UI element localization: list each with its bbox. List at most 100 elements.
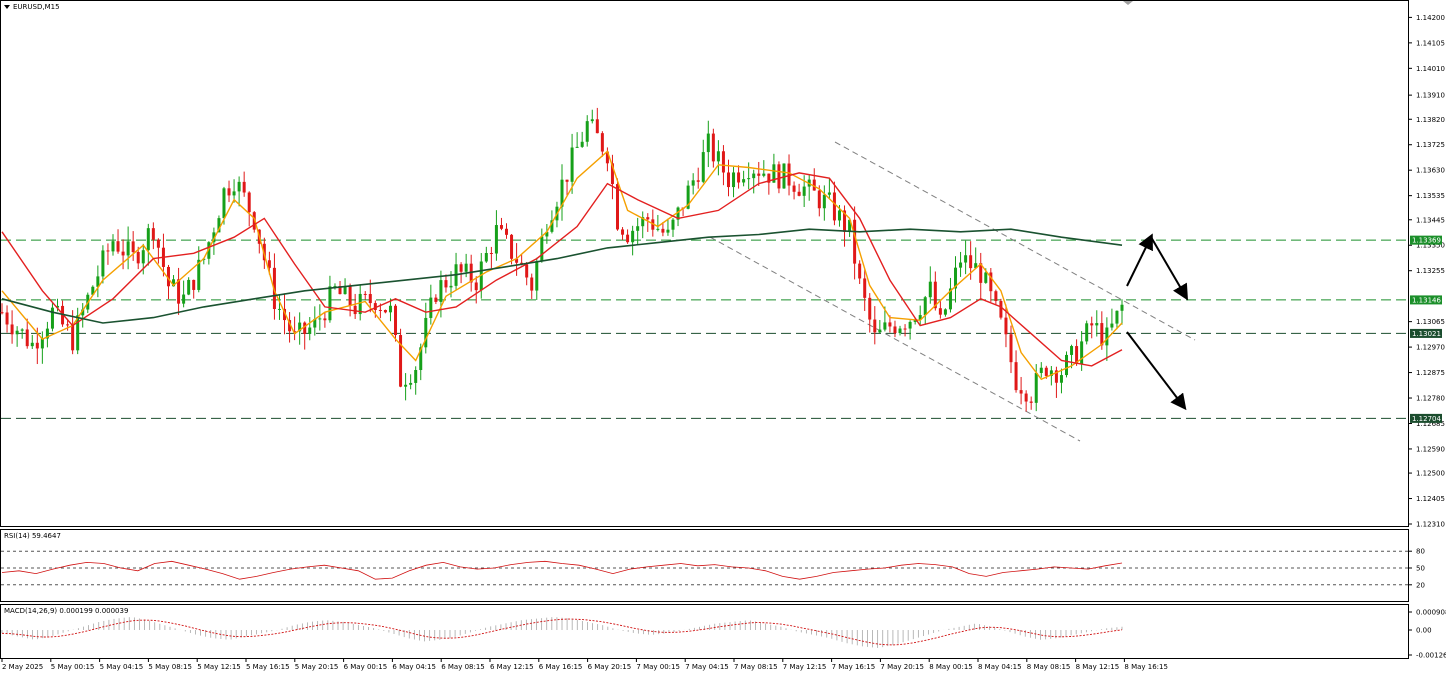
candle-body	[585, 121, 589, 142]
candle	[1024, 390, 1028, 412]
candle-body	[101, 250, 105, 277]
candle	[444, 274, 448, 293]
dropdown-triangle-icon[interactable]	[4, 5, 10, 9]
candle-body	[1115, 310, 1119, 324]
candle-body	[777, 164, 781, 189]
candle-body	[5, 312, 9, 325]
candle	[237, 176, 241, 207]
time-tick-label: 6 May 04:15	[392, 663, 436, 671]
candle	[242, 171, 246, 197]
candle	[525, 261, 529, 286]
candle-body	[136, 252, 140, 264]
candle-body	[323, 318, 327, 321]
candle	[1059, 368, 1063, 394]
candle-body	[535, 261, 539, 291]
candle-body	[903, 328, 907, 330]
time-tick-label: 5 May 04:15	[100, 663, 144, 671]
symbol-title: EURUSD,M15	[13, 3, 60, 11]
candle-body	[409, 382, 413, 385]
time-tick-label: 7 May 08:15	[734, 663, 778, 671]
candle	[388, 298, 392, 322]
candle-body	[232, 191, 236, 196]
candle-body	[388, 305, 392, 313]
candle-body	[908, 321, 912, 329]
candle	[20, 328, 24, 339]
candle	[247, 191, 251, 227]
candle	[923, 295, 927, 325]
candle	[383, 309, 387, 314]
time-tick-label: 6 May 12:15	[490, 663, 534, 671]
candle-body	[298, 322, 302, 332]
candle	[732, 166, 736, 198]
candle-body	[716, 151, 720, 162]
candle-body	[701, 152, 705, 182]
candle-body	[863, 278, 867, 298]
price-tick-label: 1.13445	[1416, 216, 1445, 224]
candle-body	[1070, 346, 1074, 355]
candle-body	[489, 253, 493, 255]
candle	[510, 234, 514, 265]
candle-body	[822, 194, 826, 209]
candle-body	[156, 239, 160, 248]
time-tick-label: 5 May 16:15	[246, 663, 290, 671]
candle	[489, 246, 493, 269]
candle-body	[252, 212, 256, 230]
time-tick-label: 6 May 00:15	[344, 663, 388, 671]
candle-body	[449, 285, 453, 288]
candle-body	[439, 280, 443, 302]
candle-body	[192, 279, 196, 290]
candle-body	[974, 263, 978, 269]
scenario-arrow	[1126, 331, 1187, 411]
candle	[711, 128, 715, 168]
candle-body	[560, 179, 564, 207]
candle	[621, 227, 625, 240]
level-price-tag: 1.13369	[1410, 235, 1442, 245]
candle	[293, 316, 297, 341]
candle-body	[293, 331, 297, 333]
candle	[298, 312, 302, 345]
candle	[822, 185, 826, 221]
time-tick-label: 7 May 00:15	[636, 663, 680, 671]
candle-body	[96, 276, 100, 287]
candle-body	[590, 119, 594, 122]
candle	[187, 277, 191, 296]
candle	[156, 238, 160, 264]
candle-body	[676, 207, 680, 220]
candle	[429, 284, 433, 325]
moving-average-line	[1, 228, 1123, 324]
candle-body	[883, 322, 887, 330]
candle-body	[368, 294, 372, 304]
channel-line	[834, 141, 1196, 341]
shift-marker-icon[interactable]	[1123, 1, 1133, 5]
candle-body	[565, 179, 569, 182]
candle-body	[277, 308, 281, 310]
candle	[212, 227, 216, 255]
candle	[535, 257, 539, 300]
price-axis: 1.14200 1.14105 1.14010 1.13910 1.13820 1.137…	[1408, 14, 1445, 529]
candle-body	[671, 219, 675, 230]
candle-body	[459, 264, 463, 272]
candle	[116, 229, 120, 254]
price-tick-label: 1.13820	[1416, 116, 1445, 124]
channel-line	[709, 236, 1081, 442]
candle-body	[525, 264, 529, 278]
candle	[600, 131, 604, 157]
level-tag-label: 1.13369	[1412, 237, 1441, 245]
candle	[560, 164, 564, 221]
candle-body	[434, 297, 438, 302]
candle	[111, 234, 115, 256]
candle-body	[1034, 372, 1038, 403]
candle	[565, 179, 569, 196]
level-tag-label: 1.13021	[1412, 330, 1441, 338]
price-tick-label: 1.13725	[1416, 141, 1445, 149]
candle	[979, 252, 983, 299]
candle	[696, 167, 700, 189]
candle	[166, 264, 170, 300]
candle-body	[797, 191, 801, 196]
candle-body	[943, 309, 947, 315]
candle	[10, 310, 14, 344]
candle-body	[515, 258, 519, 263]
candle-body	[933, 281, 937, 309]
